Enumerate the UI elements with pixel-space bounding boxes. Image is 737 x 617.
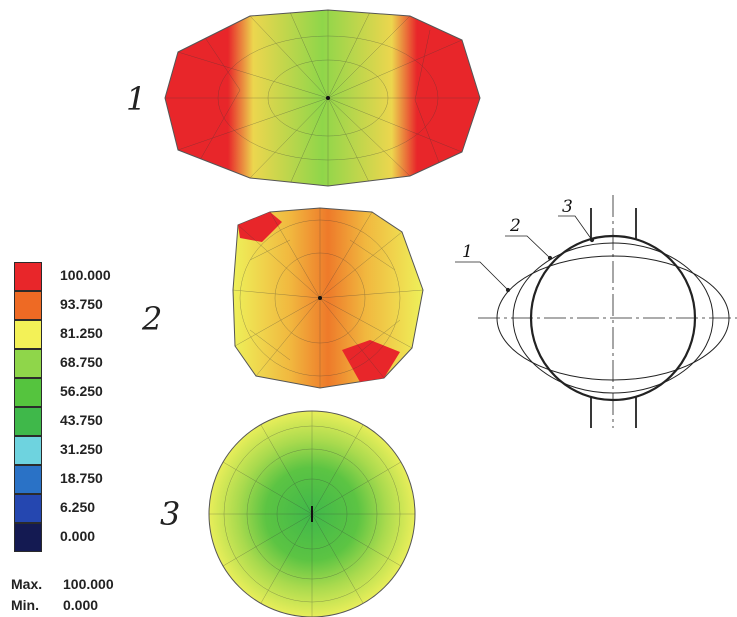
min-label: Min. [11, 597, 39, 613]
outline-3 [529, 234, 697, 402]
legend-swatch [14, 349, 42, 378]
legend-value: 81.250 [60, 325, 103, 341]
legend-value: 18.750 [60, 470, 103, 486]
leader-1 [455, 261, 509, 291]
peak-region-top-left [238, 212, 282, 242]
legend-row: 100.000 [14, 262, 214, 291]
legend-max: Max. 100.000 [11, 576, 114, 592]
top-stem [590, 208, 637, 240]
legend-row: 81.250 [14, 320, 214, 349]
legend-value: 0.000 [60, 528, 96, 544]
legend-swatch [14, 262, 42, 291]
legend-value: 100.000 [60, 267, 111, 283]
legend-swatch [14, 523, 42, 552]
legend-value: 43.750 [60, 412, 103, 428]
mesh-lines-3 [209, 411, 415, 617]
legend-row: 6.250 [14, 494, 214, 523]
plot-label-3: 3 [160, 495, 180, 533]
contour-plot-2 [232, 207, 424, 389]
legend-min: Min. 0.000 [11, 597, 98, 613]
peak-region-bottom-right [342, 340, 400, 382]
legend-swatch [14, 291, 42, 320]
legend-value: 56.250 [60, 383, 103, 399]
legend-swatch [14, 320, 42, 349]
max-value: 100.000 [63, 576, 114, 592]
legend-row: 31.250 [14, 436, 214, 465]
min-value: 0.000 [63, 597, 99, 613]
legend-row: 68.750 [14, 349, 214, 378]
plot-label-2: 2 [141, 300, 162, 338]
outline-schematic [455, 195, 737, 428]
plot-label-1: 1 [126, 80, 146, 118]
legend-swatch [14, 494, 42, 523]
legend-value: 68.750 [60, 354, 103, 370]
legend-row: 56.250 [14, 378, 214, 407]
max-label: Max. [11, 576, 43, 592]
legend-row: 18.750 [14, 465, 214, 494]
mesh-lines-1 [165, 10, 480, 186]
bottom-stem [590, 396, 637, 428]
leader-2 [505, 235, 551, 259]
legend-swatch [14, 436, 42, 465]
legend-row: 0.000 [14, 523, 214, 552]
legend-row: 93.750 [14, 291, 214, 320]
contour-plot-1 [164, 9, 481, 187]
legend-row: 43.750 [14, 407, 214, 436]
legend-swatch [14, 465, 42, 494]
legend-value: 93.750 [60, 296, 103, 312]
leader-3 [558, 215, 593, 241]
schematic-label-2: 2 [509, 216, 521, 236]
outline-1 [496, 255, 730, 381]
legend-swatch [14, 378, 42, 407]
legend-value: 6.250 [60, 499, 96, 515]
legend-value: 31.250 [60, 441, 103, 457]
contour-plot-3 [208, 410, 416, 617]
schematic-label-1: 1 [462, 242, 473, 262]
schematic-label-3: 3 [562, 197, 573, 217]
outline-2 [512, 242, 714, 394]
legend-swatch [14, 407, 42, 436]
mesh-lines-2 [233, 208, 423, 388]
